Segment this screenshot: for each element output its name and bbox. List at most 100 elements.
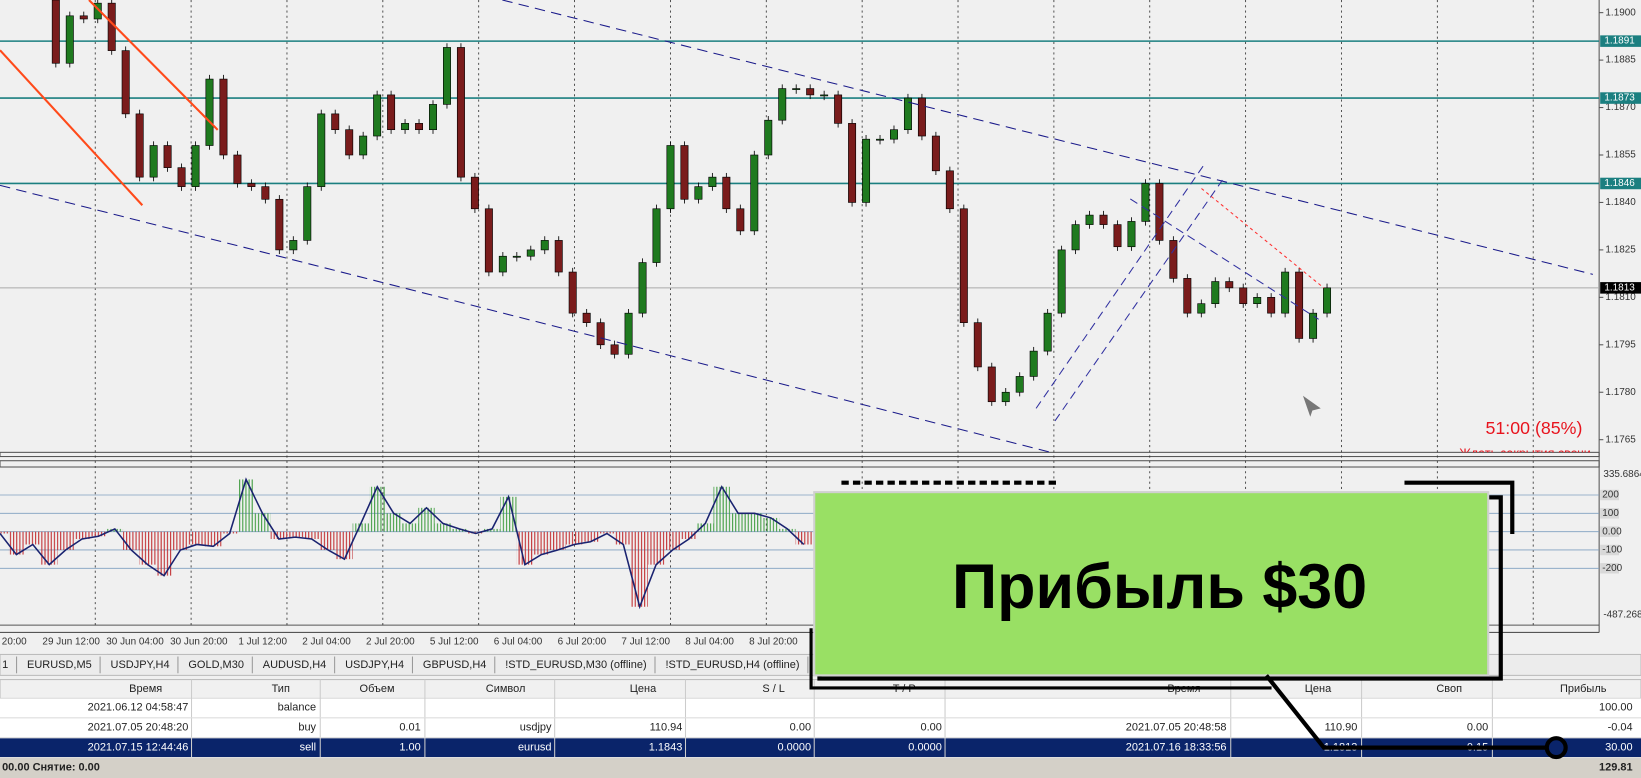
candle [191,145,200,187]
candle [778,88,787,121]
channel-line [1035,165,1204,409]
column-header: Прибыль [1560,683,1607,695]
oscillator-bar [401,523,419,532]
table-cell: eurusd [518,742,552,754]
y-tick-label: 1.1780 [1605,387,1636,398]
candle [1085,214,1094,225]
candle [554,240,563,273]
candle [65,15,74,64]
candle [820,94,829,97]
candle [456,47,465,178]
candle [722,176,731,210]
oscillator-bar [254,513,271,532]
trend-lines [0,0,1593,453]
timer: 51:00 (85%) [1486,418,1583,438]
candle [163,145,172,168]
oscillator-bar [57,531,74,550]
y-tick-label: 1.1885 [1605,55,1636,66]
candle [401,123,410,131]
level-tag [1600,35,1641,47]
x-tick-label: 29 Jun 12:00 [42,636,100,647]
candle [345,129,354,156]
candle [736,208,745,232]
y-tick-label: 1.1855 [1605,150,1636,161]
y-tick-box [1600,563,1620,574]
x-tick-label: 30 Jun 20:00 [170,636,228,647]
oscillator-bar [369,486,386,532]
table-cell: 2021.07.16 18:33:56 [1126,742,1227,754]
candle [205,78,214,146]
x-tick-label: 5 Jul 12:00 [430,636,479,647]
level-label: 1.1891 [1604,36,1635,47]
candle [568,271,577,314]
candle [219,78,228,156]
x-tick-label: 8 Jul 20:00 [749,636,798,647]
candle [442,47,451,105]
tab: USDJPY,H4 [345,659,404,671]
candle [834,94,843,124]
table-cell: 100.00 [1599,702,1633,714]
table-cell: 110.90 [1325,722,1358,734]
candle [1127,221,1136,248]
level-tag [1600,177,1641,190]
y-tick-label: 100 [1602,508,1619,519]
oscillator-bar [451,528,468,532]
candle [708,176,717,187]
y-limit-label: 335.6864 [1603,469,1641,480]
oscillator-bar [516,531,534,565]
y-tick-label: 1.1900 [1605,7,1636,18]
candle [1323,287,1332,314]
oscillator-bar [664,531,681,550]
column-header: Цена [1305,683,1332,695]
trend-line [0,184,1053,453]
oscillator-bar [270,531,288,539]
table-cell: 2021.07.05 20:48:20 [88,722,189,734]
tabs: 1 EURUSD,M5 USDJPY,H4 GOLD,M30 AUDUSD,H4 USDJ… [2,656,838,674]
oscillator-bar [237,479,255,532]
candle [931,135,940,172]
candle [498,255,507,273]
y-limit-label: -487.268 [1603,609,1641,620]
candle [1239,287,1248,304]
y-tick-label: -100 [1602,545,1622,556]
tab: 1 [2,659,8,671]
channel-line [1129,198,1319,320]
y-tick-label: 0.00 [1602,526,1622,537]
candle [848,123,857,203]
y-tick-label: 1.1870 [1605,102,1636,113]
candle [1253,297,1262,304]
oscillator-bar [729,513,747,532]
oscillator-bar [106,528,124,532]
candle [694,186,703,200]
column-header: Цена [630,683,657,695]
oscillator-bar [647,531,665,565]
candle [303,186,312,241]
oscillator-bar [352,523,370,532]
column-header: Символ [486,683,526,695]
table-row: 2021.07.05 20:48:20 buy 0.01 usdjpy 110.94 0.… [0,722,1641,739]
overlay-circle [1544,736,1568,760]
candle [876,138,884,141]
candle [1043,312,1052,352]
candle [1225,281,1234,289]
x-tick-label: 1 Jul 12:00 [238,636,287,647]
oscillator-bar [713,486,730,532]
x-tick-label: 2 Jul 20:00 [366,636,415,647]
candle [1071,224,1080,251]
channel-line [1054,179,1223,422]
tab: EURUSD,M5 [27,659,92,671]
table-cell: buy [298,722,316,734]
oscillator-bar [139,531,156,565]
candle [862,138,871,203]
candle [429,104,437,131]
table-cell: balance [278,702,316,714]
cursor [1302,395,1321,417]
oscillator-line [0,477,805,610]
table-cell: 2021.06.12 04:58:47 [88,702,189,714]
candle [317,113,326,187]
x-tick-label: 6 Jul 20:00 [558,636,607,647]
oscillator-bar [188,531,206,545]
candle [470,176,479,210]
candle [652,208,661,263]
